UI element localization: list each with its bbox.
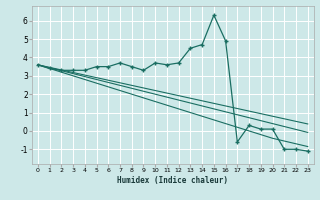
X-axis label: Humidex (Indice chaleur): Humidex (Indice chaleur) — [117, 176, 228, 185]
